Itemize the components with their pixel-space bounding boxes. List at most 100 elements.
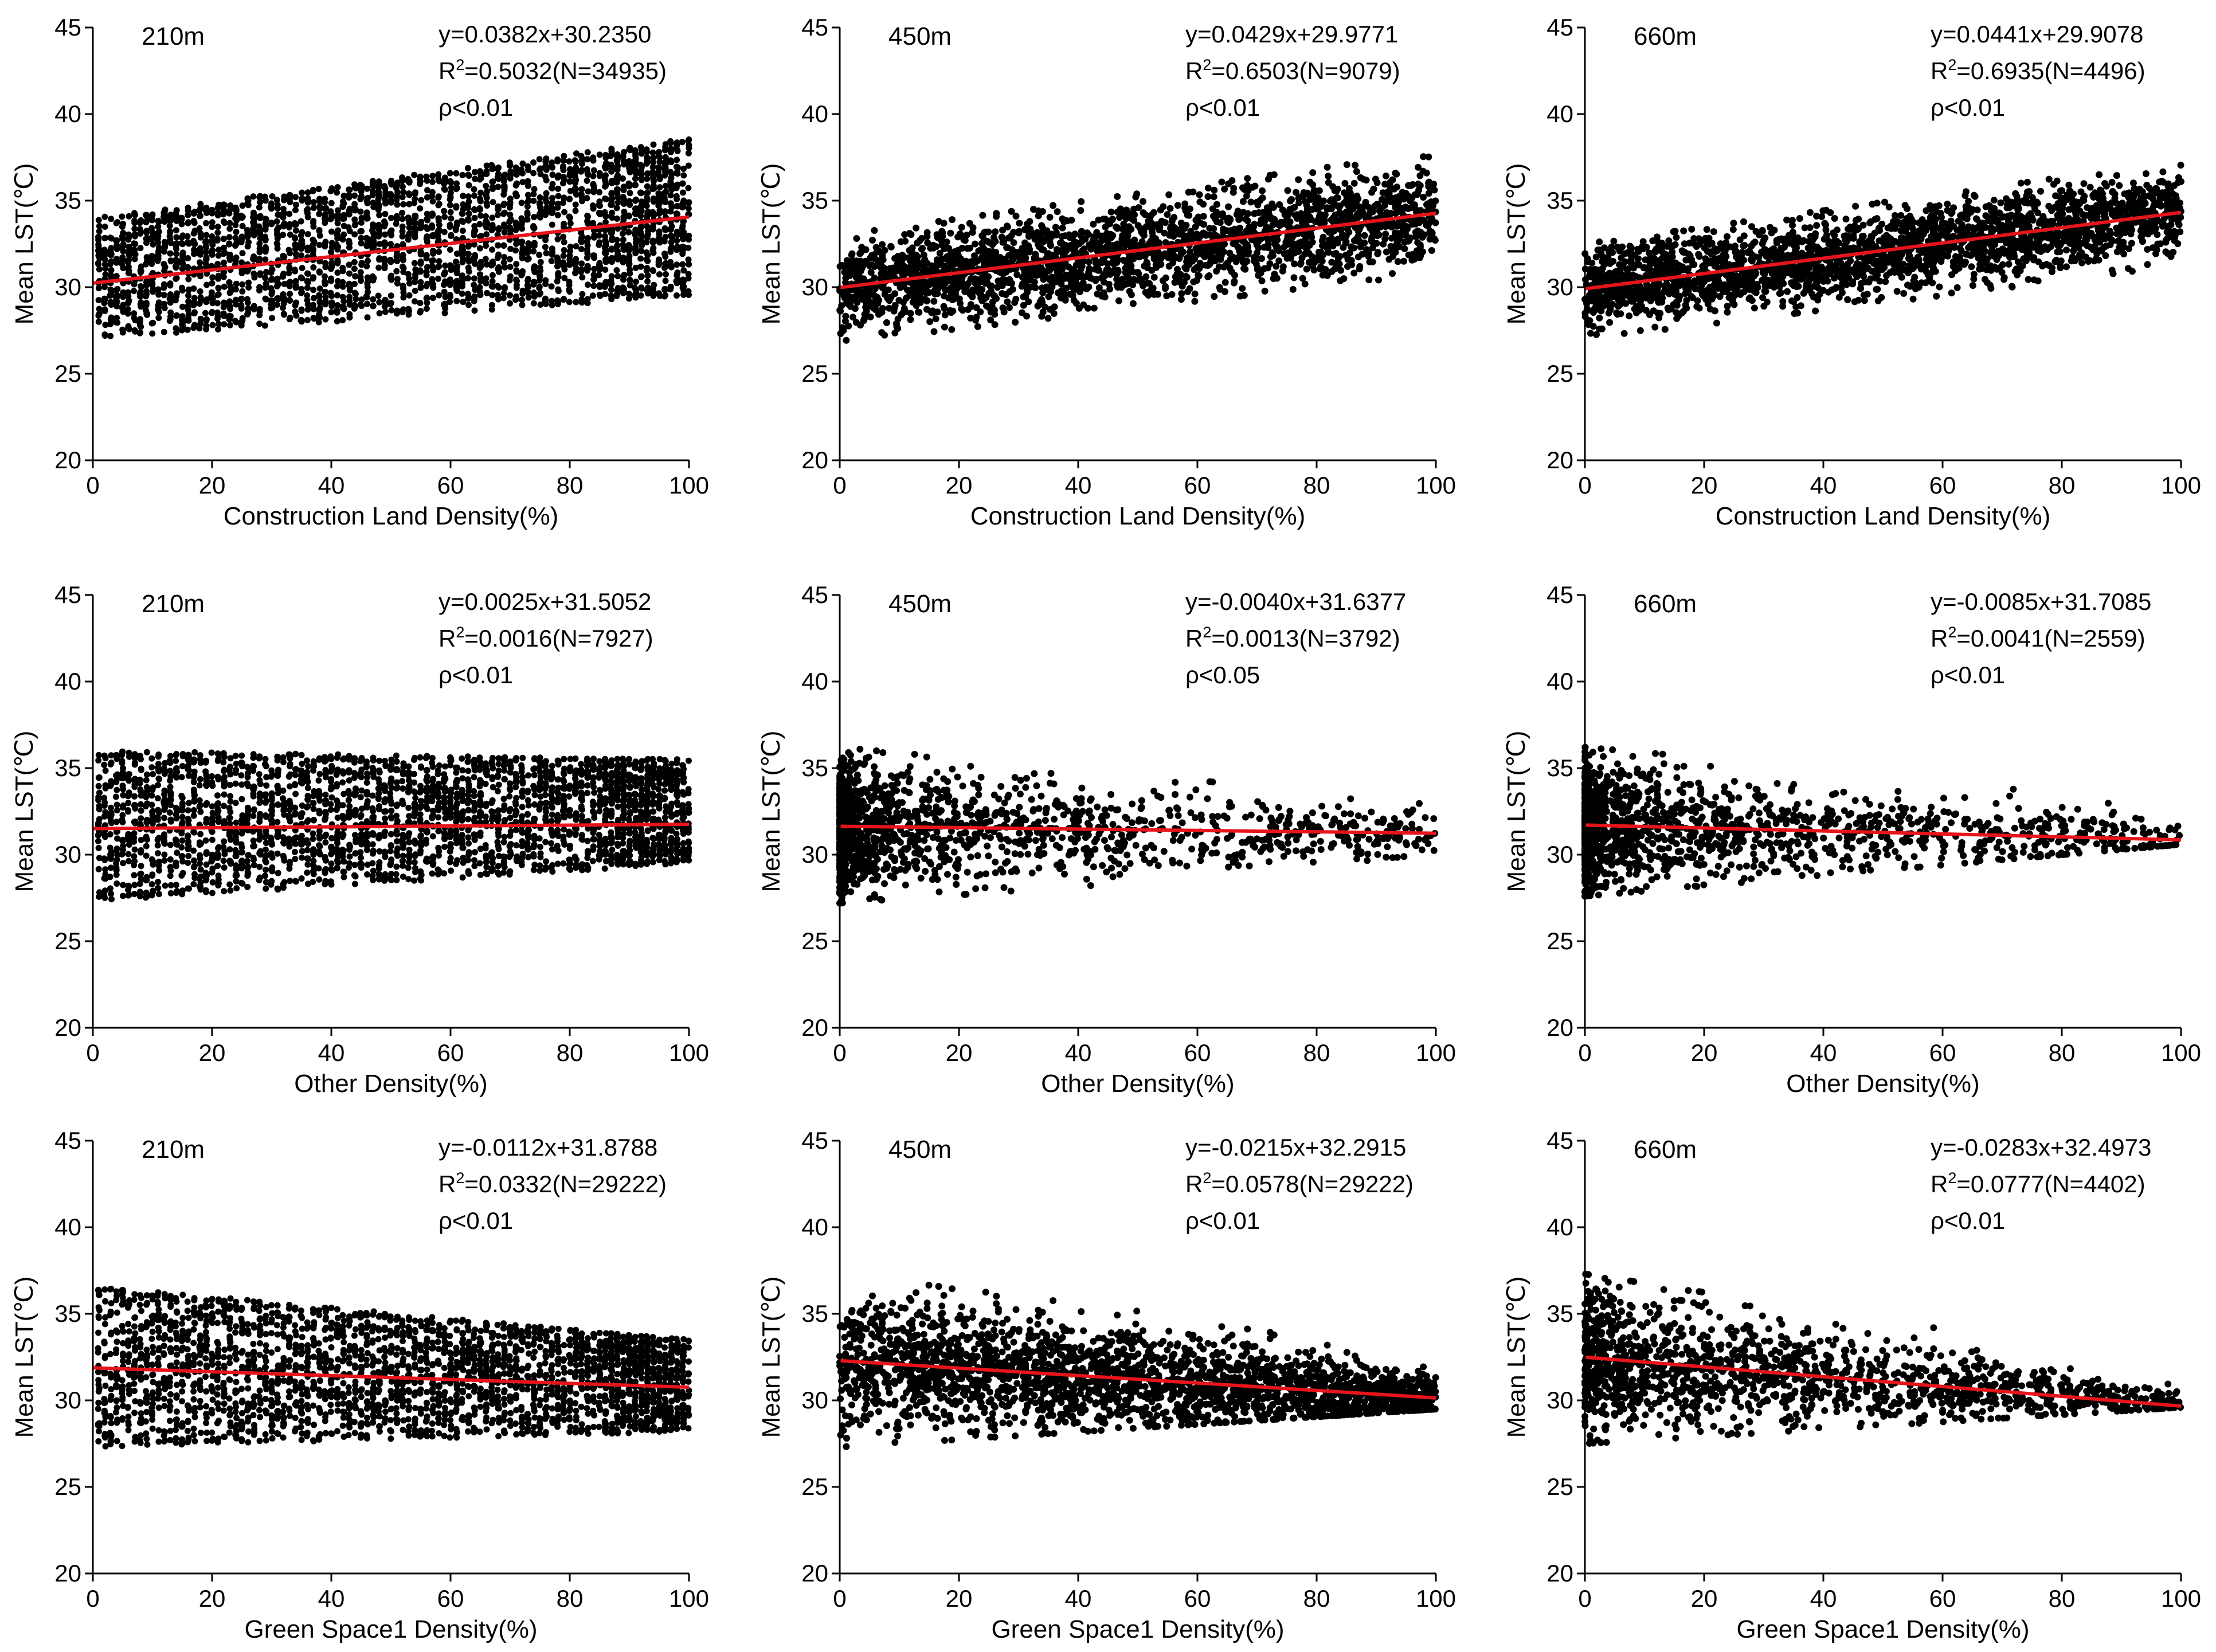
scatter-point xyxy=(1325,179,1332,186)
scatter-point xyxy=(226,210,233,217)
scatter-point xyxy=(512,220,519,226)
scatter-point xyxy=(1196,265,1203,272)
scatter-point xyxy=(1313,205,1320,212)
scatter-point xyxy=(1032,253,1039,260)
scatter-point xyxy=(897,238,905,245)
scatter-point xyxy=(316,232,323,239)
scatter-point xyxy=(620,255,627,262)
scatter-point xyxy=(239,288,246,295)
scatter-point xyxy=(542,280,549,287)
scatter-point xyxy=(543,177,550,183)
scatter-point xyxy=(484,188,491,195)
scatter-point xyxy=(107,261,113,268)
scatter-point xyxy=(113,315,120,321)
scatter-point xyxy=(173,293,180,300)
scatter-point xyxy=(388,214,394,221)
scatter-point xyxy=(1002,291,1009,298)
scatter-point xyxy=(1132,193,1140,201)
scatter-point xyxy=(1225,203,1232,210)
scatter-point xyxy=(250,218,257,225)
scatter-point xyxy=(310,187,316,194)
scatter-point xyxy=(346,208,353,214)
scatter-point xyxy=(387,275,394,282)
scatter-point xyxy=(620,187,627,194)
scatter-point xyxy=(365,257,371,264)
scatter-point xyxy=(311,238,318,245)
scatter-point xyxy=(418,197,425,203)
scatter-point xyxy=(209,274,216,281)
scatter-point xyxy=(573,299,580,306)
scatter-point xyxy=(1113,276,1121,283)
scatter-point xyxy=(274,302,280,308)
scatter-point xyxy=(969,224,977,232)
scatter-point xyxy=(554,212,561,218)
scatter-point xyxy=(197,245,203,252)
scatter-point xyxy=(286,195,293,202)
scatter-point xyxy=(661,264,668,271)
scatter-point xyxy=(537,194,543,201)
scatter-point xyxy=(322,294,329,300)
scatter-point xyxy=(856,268,863,276)
scatter-point xyxy=(173,207,180,214)
scatter-point xyxy=(406,292,413,299)
scatter-point xyxy=(656,230,663,237)
scatter-point xyxy=(560,252,567,259)
scatter-point xyxy=(197,251,203,258)
scatter-point xyxy=(489,272,496,279)
scatter-point xyxy=(202,256,209,263)
scatter-point xyxy=(651,281,657,288)
scatter-point xyxy=(585,188,592,195)
scatter-point xyxy=(190,230,197,237)
scatter-point xyxy=(1396,193,1403,200)
scatter-point xyxy=(1009,285,1016,293)
scatter-point xyxy=(132,233,138,240)
scatter-point xyxy=(95,312,102,319)
scatter-point xyxy=(304,279,311,286)
scatter-point xyxy=(1186,285,1193,292)
scatter-point xyxy=(346,191,353,198)
scatter-point xyxy=(335,244,342,250)
scatter-point xyxy=(239,250,246,257)
scatter-point xyxy=(102,296,109,303)
scatter-point xyxy=(441,214,448,220)
scatter-point xyxy=(1144,279,1152,287)
scatter-point xyxy=(304,231,311,237)
scatter-point xyxy=(95,234,102,241)
scatter-point xyxy=(173,257,179,264)
scatter-point xyxy=(644,278,651,285)
scatter-point xyxy=(448,233,455,240)
scatter-point xyxy=(394,280,401,287)
scatter-point xyxy=(328,277,335,284)
scatter-point xyxy=(667,192,674,199)
scatter-point xyxy=(142,307,149,314)
scatter-point xyxy=(119,329,126,336)
scatter-point xyxy=(1248,227,1256,234)
scatter-point xyxy=(1013,271,1021,279)
scatter-point xyxy=(399,183,406,190)
scatter-point xyxy=(655,191,662,198)
scatter-point xyxy=(131,210,138,217)
scatter-point xyxy=(435,217,442,224)
scatter-point xyxy=(589,202,596,209)
scatter-point xyxy=(1291,260,1298,268)
scatter-point xyxy=(173,250,180,257)
scatter-point xyxy=(417,284,424,291)
scatter-point xyxy=(667,138,674,144)
scatter-point xyxy=(273,218,280,225)
scatter-point xyxy=(245,305,252,312)
scatter-point xyxy=(602,291,609,297)
scatter-point xyxy=(679,222,686,229)
scatter-point xyxy=(519,271,526,277)
scatter-point xyxy=(548,283,555,290)
scatter-point xyxy=(626,291,632,297)
scatter-point xyxy=(887,244,895,250)
y-tick-label: 35 xyxy=(54,187,81,214)
scatter-point xyxy=(1166,205,1174,212)
scatter-point xyxy=(1383,248,1390,256)
scatter-point xyxy=(686,236,692,243)
scatter-point xyxy=(357,269,364,276)
scatter-point xyxy=(1378,221,1385,229)
scatter-point xyxy=(185,298,192,305)
scatter-point xyxy=(638,248,644,254)
scatter-point xyxy=(977,308,984,316)
